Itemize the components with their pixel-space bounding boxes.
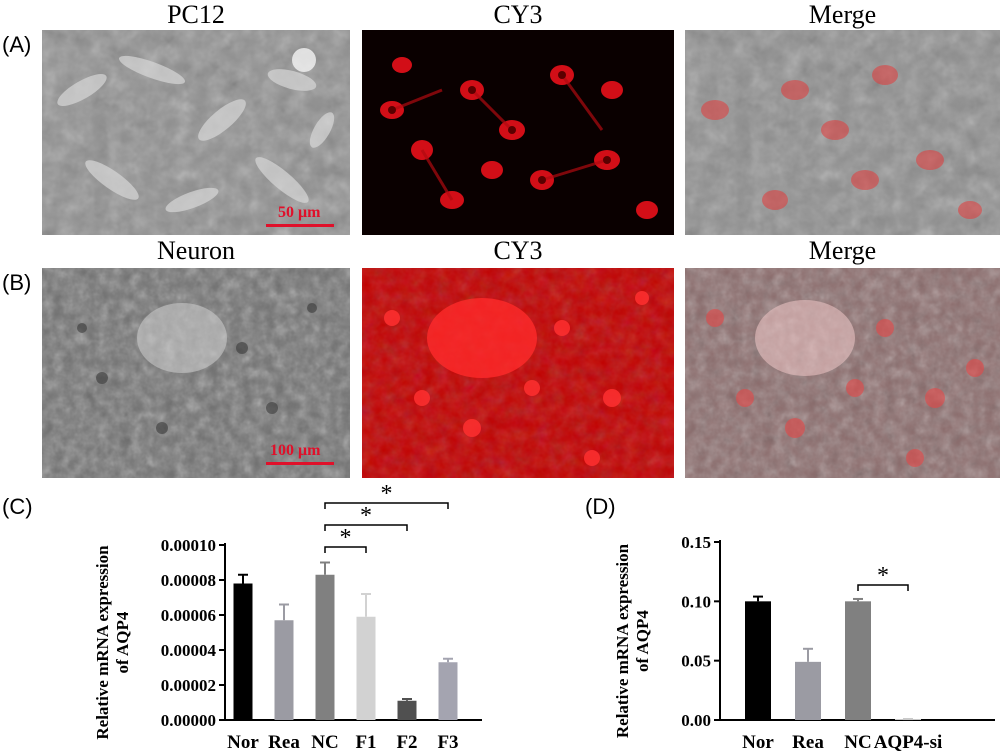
- significance-bracket: [324, 502, 449, 509]
- bar-rea: [795, 661, 821, 720]
- cy3-image-b: [362, 268, 674, 478]
- x-tick-label: F1: [355, 732, 376, 753]
- x-tick-label: NC: [844, 732, 871, 753]
- y-axis-label: Relative mRNA expression: [93, 545, 112, 740]
- merge-image-a: [685, 30, 1000, 235]
- y-tick-label: 0.00: [681, 711, 711, 730]
- bar-rea: [274, 620, 294, 720]
- bar-chart-d: 0.00 0.05 0.10 0.15 Relative mRNA expression…: [613, 533, 995, 753]
- title-merge-b: Merge: [808, 236, 877, 265]
- significance-bracket: [857, 584, 909, 591]
- bar-nor: [233, 583, 253, 720]
- y-axis-label: of AQP4: [633, 610, 652, 672]
- title-cy3-b: CY3: [493, 236, 543, 265]
- bar-nc: [315, 574, 335, 720]
- x-tick-label: NC: [311, 732, 338, 753]
- y-axis-label: of AQP4: [113, 611, 132, 673]
- significance-bracket: [324, 524, 408, 531]
- title-cy3-a: CY3: [493, 0, 543, 29]
- y-tick-label: 0.00004: [161, 641, 217, 660]
- y-tick-label: 0.00010: [161, 536, 216, 555]
- x-tick-label: Nor: [227, 732, 259, 753]
- significance-star: *: [360, 503, 372, 529]
- x-tick-label: AQP4-si: [874, 732, 943, 753]
- scale-bar-a: [266, 224, 334, 227]
- bar-f1: [356, 616, 376, 720]
- pc12-phase-image: [42, 30, 350, 235]
- y-tick-label: 0.15: [681, 533, 711, 552]
- scale-label-b: 100 μm: [270, 442, 321, 459]
- scale-bar-b: [266, 462, 334, 465]
- merge-image-b: [685, 268, 1000, 478]
- y-tick-label: 0.00008: [161, 571, 216, 590]
- x-tick-label: Rea: [268, 732, 300, 753]
- x-tick-label: F2: [396, 732, 417, 753]
- y-tick-label: 0.00002: [161, 676, 216, 695]
- bar-nc: [845, 601, 871, 720]
- bar-f2: [397, 700, 417, 720]
- y-axis-label: Relative mRNA expression: [613, 543, 632, 738]
- x-tick-label: Rea: [792, 732, 824, 753]
- significance-star: *: [381, 481, 393, 507]
- x-tick-label: Nor: [742, 732, 774, 753]
- bar-chart-c: 0.00000 0.00002 0.00004 0.00006 0.00008 0.000…: [93, 481, 482, 753]
- y-tick-label: 0.05: [681, 652, 711, 671]
- title-merge-a: Merge: [808, 0, 877, 29]
- panel-letter-d: (D): [585, 494, 616, 519]
- y-tick-label: 0.00006: [161, 606, 216, 625]
- title-neuron: Neuron: [157, 236, 235, 265]
- significance-star: *: [877, 563, 889, 589]
- significance-bracket: [324, 546, 367, 553]
- bar-f3: [438, 662, 458, 720]
- panel-letter-b: (B): [2, 270, 32, 295]
- significance-star: *: [340, 525, 352, 551]
- neuron-phase-image: [42, 268, 350, 478]
- y-tick-label: 0.10: [681, 592, 711, 611]
- panel-letter-c: (C): [2, 494, 33, 519]
- scale-label-a: 50 μm: [278, 204, 321, 221]
- title-pc12: PC12: [167, 0, 225, 29]
- panel-letter-a: (A): [2, 32, 32, 57]
- cy3-image-a: [362, 30, 674, 235]
- y-tick-label: 0.00000: [161, 711, 216, 730]
- x-tick-label: F3: [437, 732, 458, 753]
- bar-nor: [745, 601, 771, 720]
